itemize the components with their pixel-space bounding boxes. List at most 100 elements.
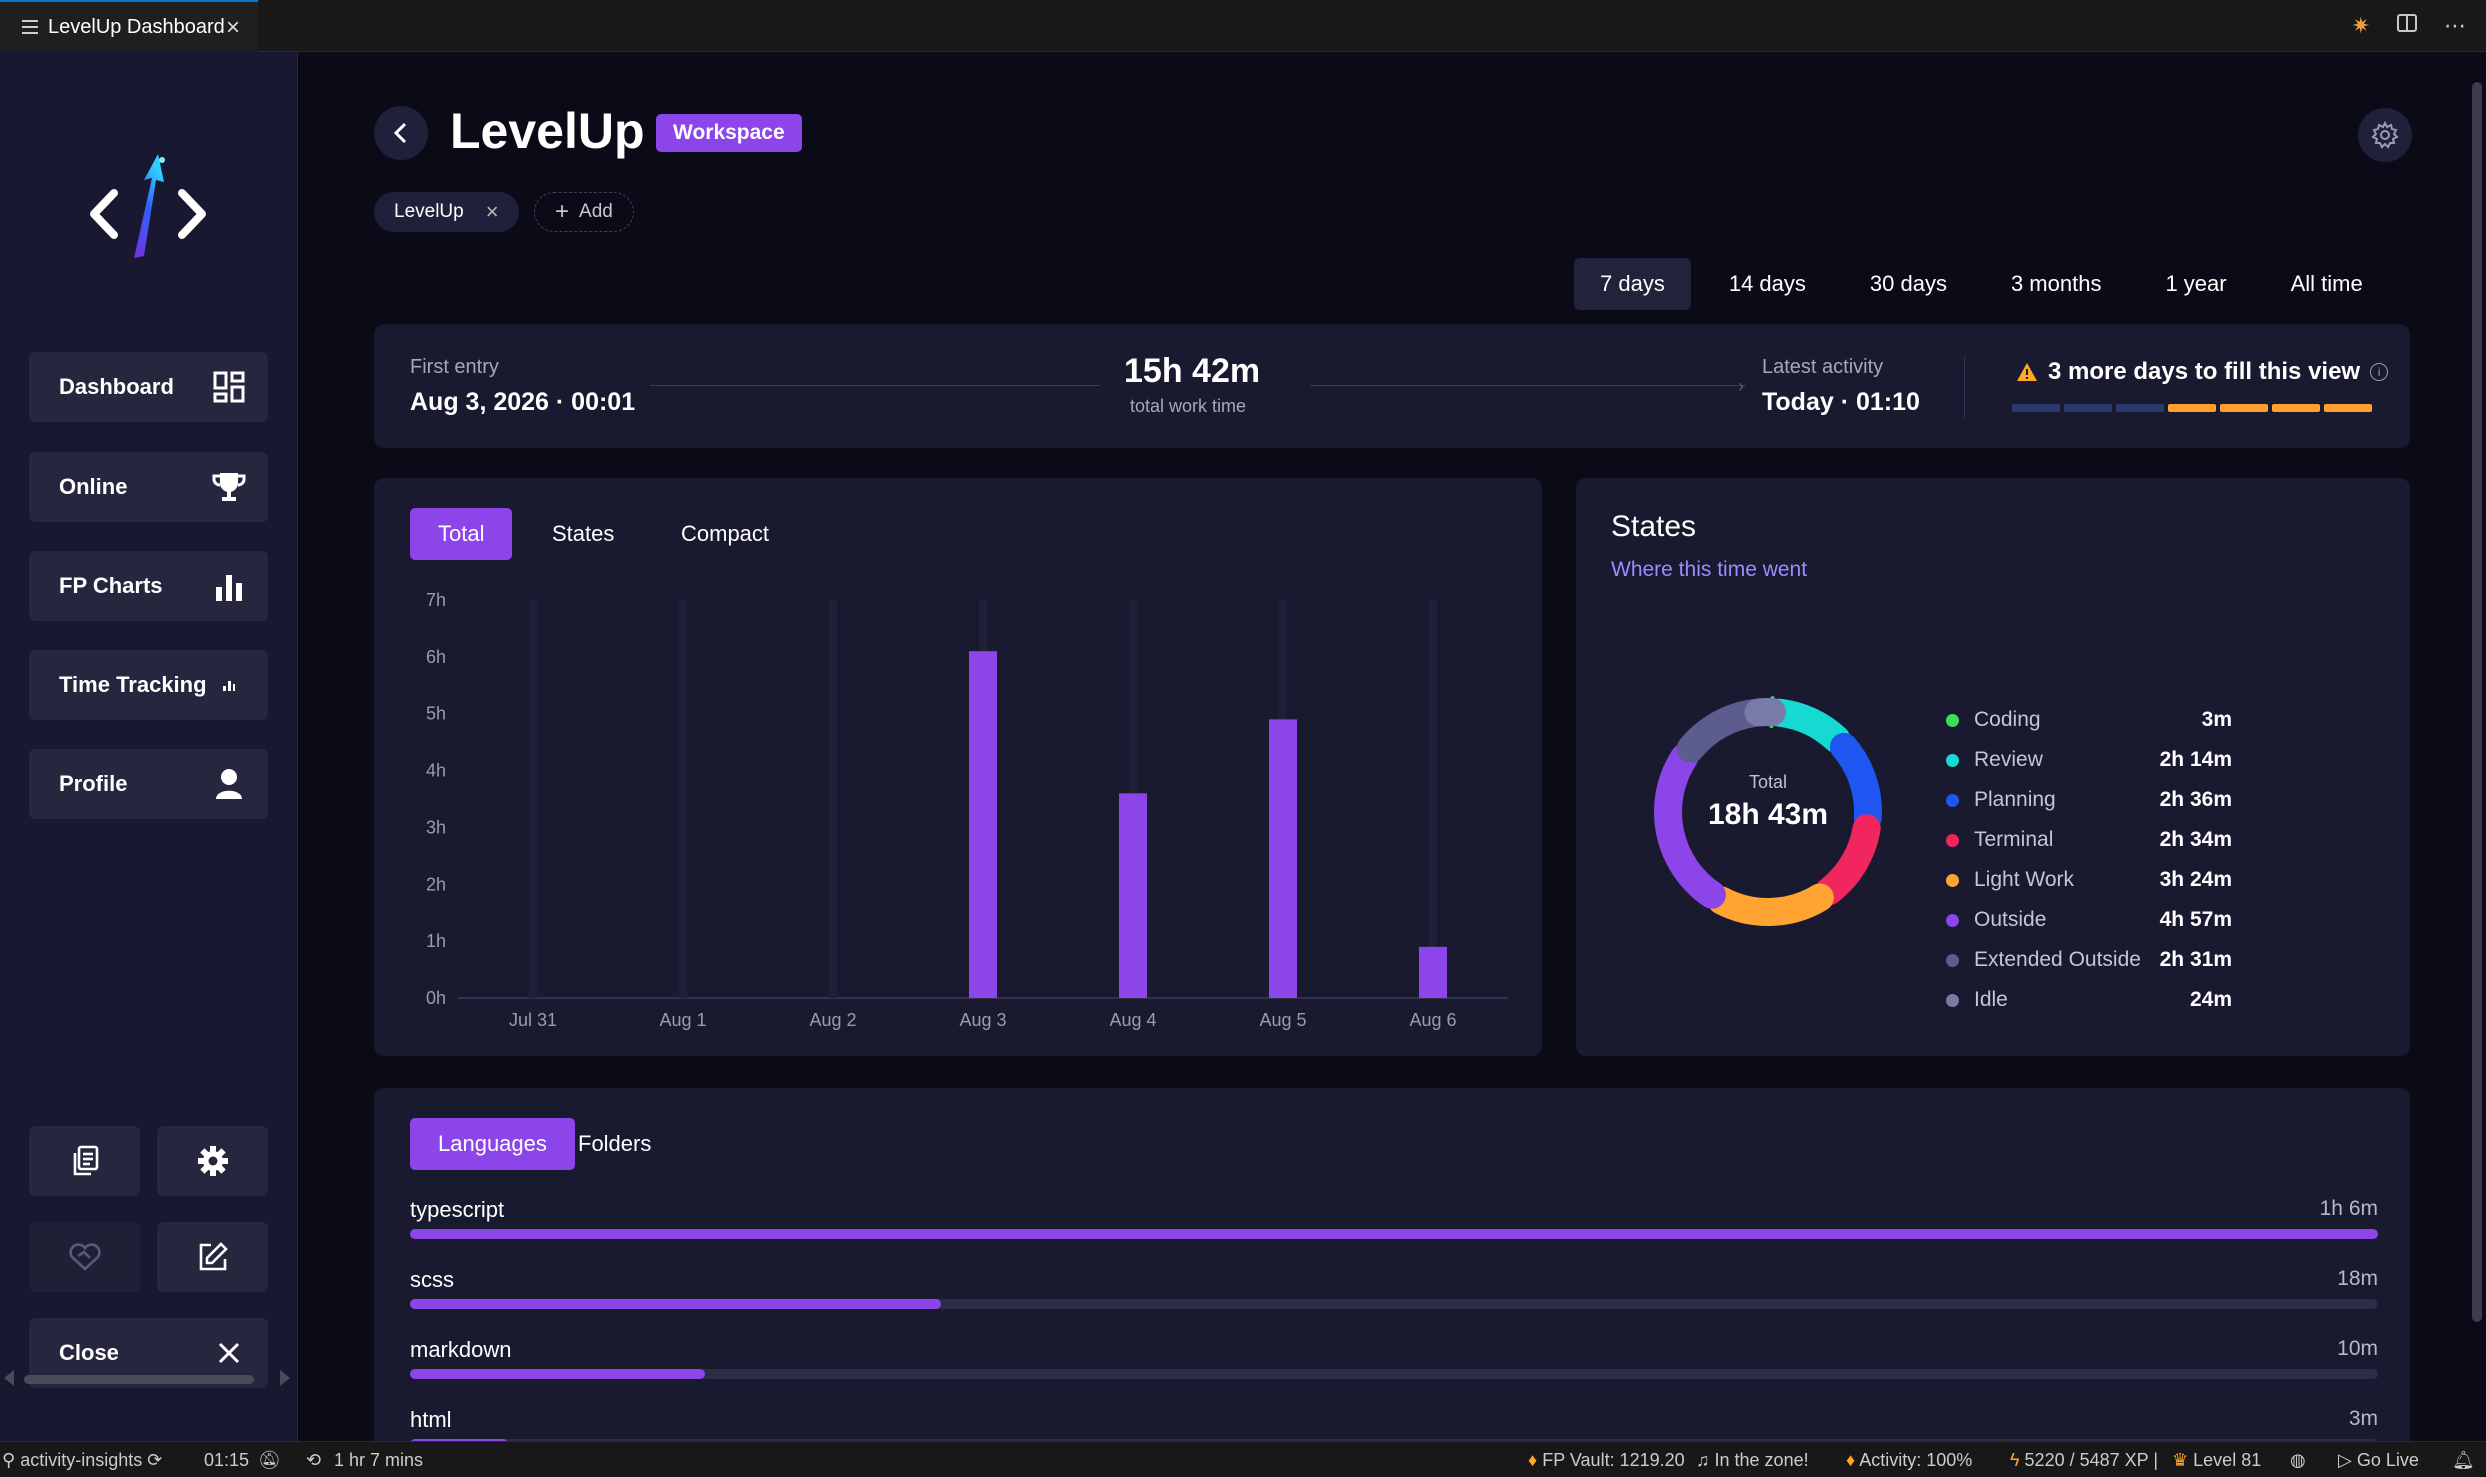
y-tick-label: 7h [426, 590, 446, 610]
bar-track [829, 600, 837, 998]
donut-slice[interactable] [1814, 814, 1881, 906]
workspace-tag-chip[interactable]: LevelUp × [374, 192, 519, 232]
states-panel [1576, 478, 2410, 1056]
edit-button[interactable] [157, 1222, 268, 1292]
status-activity-insights[interactable]: ⚲ activity-insights ⟳ [2, 1450, 163, 1470]
fill-view-text: 3 more days to fill this view [2048, 358, 2361, 385]
legend-label: Coding [1974, 708, 2041, 731]
legend-dot [1946, 793, 1959, 807]
copy-icon [73, 1145, 98, 1176]
info-icon[interactable]: i [2370, 363, 2389, 381]
bar[interactable] [1269, 719, 1297, 998]
bar-chart-icon [212, 569, 246, 603]
donut-slice[interactable] [1765, 698, 1851, 753]
donut-slice[interactable] [1707, 883, 1834, 926]
donut-slice[interactable] [1654, 743, 1726, 909]
levelup-logo [90, 154, 206, 258]
nav-dashboard-button[interactable]: Dashboard [29, 352, 268, 422]
status-activity-text: Activity: 100% [1859, 1450, 1973, 1470]
latest-activity-label: Latest activity [1762, 356, 1884, 378]
more-actions-icon[interactable]: ⋯ [2444, 13, 2466, 38]
page-settings-button[interactable] [2358, 108, 2412, 162]
globe-icon[interactable]: ◍ [2290, 1450, 2306, 1470]
gear-icon [197, 1146, 228, 1176]
sponsor-button[interactable] [29, 1222, 140, 1292]
legend-item: Coding 3m [1946, 700, 2232, 740]
editor-tab[interactable]: LevelUp Dashboard × [0, 0, 258, 52]
legend-item: Extended Outside 2h 31m [1946, 940, 2232, 980]
tab-languages[interactable]: Languages [410, 1118, 575, 1170]
range-3-months[interactable]: 3 months [2010, 271, 2102, 296]
status-timer[interactable]: 1 hr 7 mins [334, 1450, 424, 1470]
status-xp-text: 5220 / 5487 XP | [2024, 1450, 2158, 1470]
timeline-arrow-icon: › [1738, 376, 1744, 396]
split-editor-icon[interactable] [2396, 12, 2418, 40]
nav-fp-charts-button[interactable]: FP Charts [29, 551, 268, 621]
range-all-time[interactable]: All time [2290, 271, 2363, 296]
bar[interactable] [1419, 946, 1447, 998]
range-1-year[interactable]: 1 year [2165, 271, 2227, 296]
language-name: markdown [410, 1337, 512, 1362]
close-icon [212, 1336, 246, 1370]
summary-card [374, 324, 2410, 448]
tab-states[interactable]: States [552, 521, 615, 546]
main-content: LevelUp Workspace LevelUp × + Add 7 days… [298, 52, 2468, 1441]
nav-online-label: Online [59, 474, 128, 499]
donut-slice[interactable] [1676, 699, 1768, 763]
range-30-days[interactable]: 30 days [1869, 271, 1947, 296]
bar[interactable] [1119, 793, 1147, 998]
nav-fp-charts-label: FP Charts [59, 573, 163, 598]
nav-profile-button[interactable]: Profile [29, 749, 268, 819]
language-bar-track [410, 1299, 2378, 1309]
range-7-days[interactable]: 7 days [1574, 258, 1691, 310]
fill-segment [2064, 404, 2112, 412]
status-xp[interactable]: ϟ 5220 / 5487 XP | [2010, 1450, 2158, 1471]
legend-value: 3h 24m [2159, 868, 2232, 891]
status-zone[interactable]: ♫ In the zone! [1696, 1450, 1809, 1471]
total-work-time-value: 15h 42m [1124, 352, 1261, 390]
status-fp-vault[interactable]: ♦ FP Vault: 1219.20 [1528, 1450, 1685, 1471]
add-tag-button[interactable]: + Add [534, 192, 634, 232]
legend-value: 2h 34m [2159, 828, 2232, 851]
x-tick-label: Aug 5 [1259, 1010, 1306, 1030]
status-clock[interactable]: 01:15 [204, 1450, 250, 1470]
copy-button[interactable] [29, 1126, 140, 1196]
language-duration: 10m [2337, 1337, 2378, 1360]
close-tab-icon[interactable]: × [225, 14, 240, 41]
heart-handshake-icon [68, 1243, 101, 1271]
legend-label: Extended Outside [1974, 948, 2141, 971]
scroll-right-arrow[interactable] [280, 1370, 290, 1386]
x-tick-label: Aug 3 [959, 1010, 1006, 1030]
editor-tab-title: LevelUp Dashboard [48, 15, 225, 38]
bar[interactable] [969, 651, 997, 998]
status-level[interactable]: ♛ Level 81 [2172, 1450, 2261, 1471]
bell-off-icon[interactable]: 🔕︎ [258, 1450, 281, 1470]
legend-value: 2h 31m [2159, 948, 2232, 971]
tab-total[interactable]: Total [410, 508, 513, 560]
tab-compact[interactable]: Compact [681, 521, 770, 546]
range-14-days[interactable]: 14 days [1728, 271, 1806, 296]
notifications-icon[interactable]: 🔔︎ [2452, 1450, 2475, 1470]
pulse-icon [212, 668, 246, 702]
remove-tag-icon[interactable]: × [485, 199, 499, 224]
status-activity[interactable]: ♦ Activity: 100% [1846, 1450, 1972, 1471]
trophy-small-icon: ♛ [2172, 1450, 2189, 1470]
x-tick-label: Aug 1 [659, 1010, 706, 1030]
nav-online-button[interactable]: Online [29, 452, 268, 522]
status-go-live[interactable]: ▷ Go Live [2338, 1450, 2419, 1470]
chart-panel [374, 478, 1542, 1056]
scrollbar-thumb[interactable] [2472, 82, 2482, 1322]
donut-slice[interactable] [1829, 732, 1882, 832]
legend-item: Review 2h 14m [1946, 740, 2232, 780]
legend-label: Outside [1974, 908, 2047, 931]
sidebar-horizontal-scrollbar[interactable] [24, 1375, 254, 1384]
main-vertical-scrollbar[interactable] [2468, 52, 2486, 1441]
flame-icon: ♦ [1846, 1450, 1856, 1470]
scroll-left-arrow[interactable] [4, 1370, 14, 1386]
nav-time-tracking-button[interactable]: Time Tracking [29, 650, 268, 720]
settings-button[interactable] [157, 1126, 268, 1196]
tab-folders[interactable]: Folders [578, 1131, 652, 1156]
sparkle-icon[interactable]: ✷ [2351, 13, 2370, 38]
legend-item: Light Work 3h 24m [1946, 860, 2232, 900]
back-button[interactable] [374, 106, 428, 160]
